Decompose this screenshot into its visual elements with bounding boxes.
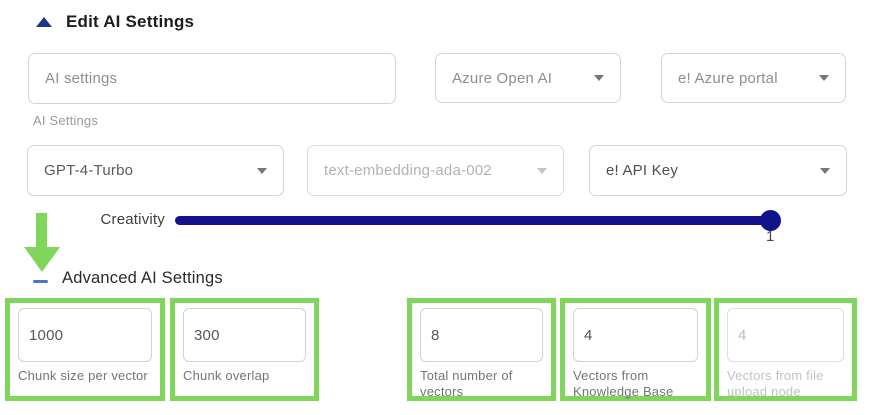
total-vectors-label: Total number of vectors [420,368,513,399]
kb-vectors-label: Vectors from Knowledge Base [573,368,674,399]
chevron-down-icon [257,167,267,174]
creativity-value: 1 [766,228,775,245]
api-key-dropdown-value: e! API Key [606,162,679,179]
provider-dropdown[interactable]: Azure Open AI [435,53,621,103]
chunk-overlap-input[interactable]: 300 [183,308,306,362]
file-upload-vectors-input: 4 [727,308,844,362]
kb-vectors-field: 4 Vectors from Knowledge Base [560,298,711,401]
chevron-down-icon [820,167,830,174]
total-vectors-input[interactable]: 8 [420,308,543,362]
chevron-down-icon [594,75,604,81]
chunk-overlap-label: Chunk overlap [183,368,270,383]
embedding-model-value: text-embedding-ada-002 [324,162,492,179]
ai-settings-helper-label: AI Settings [33,113,99,128]
down-arrow-annotation-icon [24,247,60,272]
collapse-minus-icon[interactable] [33,280,48,283]
page-title: Edit AI Settings [66,12,195,31]
down-arrow-annotation-icon [36,213,47,249]
portal-dropdown-value: e! Azure portal [678,69,778,87]
portal-dropdown[interactable]: e! Azure portal [661,53,846,103]
kb-vectors-input[interactable]: 4 [573,308,698,362]
model-dropdown-value: GPT-4-Turbo [44,162,134,179]
provider-dropdown-value: Azure Open AI [452,69,553,87]
total-vectors-field: 8 Total number of vectors [407,298,556,401]
creativity-slider[interactable] [175,210,781,231]
api-key-dropdown[interactable]: e! API Key [589,145,847,196]
ai-settings-name-value: AI settings [45,70,118,87]
file-upload-vectors-label: Vectors from file upload node [727,368,824,399]
chunk-size-label: Chunk size per vector [18,368,148,383]
chevron-down-icon [537,167,547,174]
chunk-size-input[interactable]: 1000 [18,308,152,362]
model-dropdown[interactable]: GPT-4-Turbo [27,145,284,196]
collapse-triangle-up-icon[interactable] [36,17,52,27]
creativity-slider-thumb[interactable] [760,210,781,231]
advanced-settings-title: Advanced AI Settings [62,269,223,287]
chunk-size-field: 1000 Chunk size per vector [5,298,165,401]
embedding-model-dropdown: text-embedding-ada-002 [307,145,564,196]
file-upload-vectors-field: 4 Vectors from file upload node [714,298,857,401]
edit-ai-settings-header[interactable]: Edit AI Settings [36,12,194,32]
chunk-overlap-field: 300 Chunk overlap [170,298,319,401]
creativity-label: Creativity [100,211,165,228]
ai-settings-name-input[interactable]: AI settings [28,53,396,104]
chevron-down-icon [819,75,829,81]
